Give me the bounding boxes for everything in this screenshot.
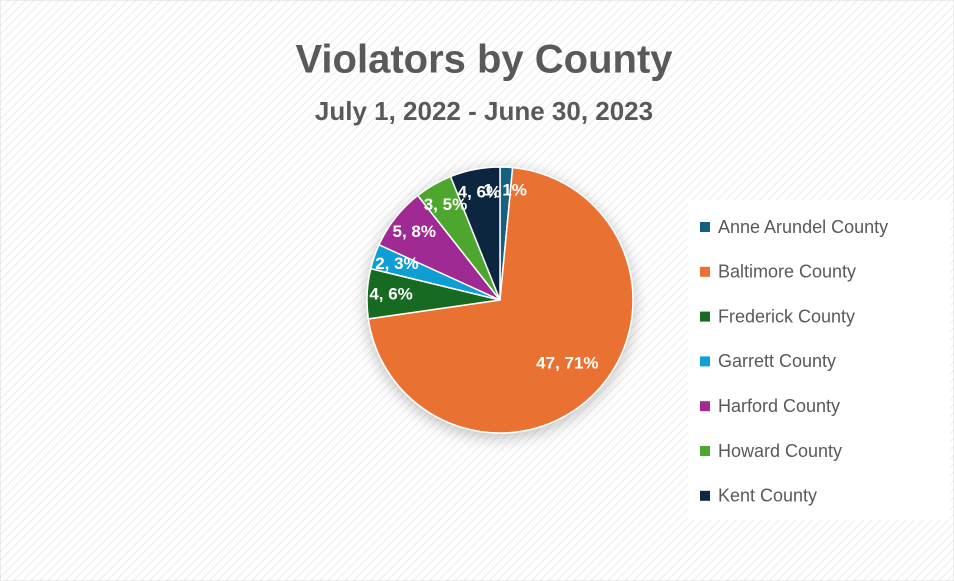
legend-swatch (700, 401, 710, 412)
data-label: 1, 1% (483, 181, 526, 200)
pie (366, 166, 634, 434)
legend-label: Garrett County (718, 351, 836, 371)
data-label: 4, 6% (458, 182, 501, 201)
legend: Anne Arundel County Baltimore County Frede… (688, 200, 950, 520)
chart-title: Violators by County (295, 38, 673, 82)
pie-slice (449, 166, 501, 301)
legend-label: Baltimore County (718, 262, 856, 282)
legend-label: Anne Arundel County (718, 217, 888, 237)
data-label: 5, 8% (393, 222, 436, 241)
legend-label: Harford County (718, 396, 840, 416)
legend-swatch (700, 356, 710, 367)
legend-box (688, 200, 950, 520)
legend-label: Frederick County (718, 306, 855, 326)
legend-swatch (700, 446, 710, 456)
legend-swatch (700, 222, 710, 232)
chart-subtitle: July 1, 2022 - June 30, 2023 (315, 96, 653, 126)
data-label: 3, 5% (424, 195, 467, 214)
data-label: 4, 6% (369, 284, 412, 303)
pie-slice (367, 166, 634, 434)
data-labels: 1, 1%47, 71%4, 6%2, 3%5, 8%3, 5%4, 6% (369, 181, 598, 373)
legend-label: Kent County (718, 486, 817, 506)
legend-swatch (700, 266, 710, 277)
data-label: 47, 71% (536, 354, 598, 373)
legend-swatch (700, 311, 710, 322)
legend-swatch (700, 490, 710, 501)
data-label: 2, 3% (375, 254, 418, 273)
legend-label: Howard County (718, 441, 842, 461)
